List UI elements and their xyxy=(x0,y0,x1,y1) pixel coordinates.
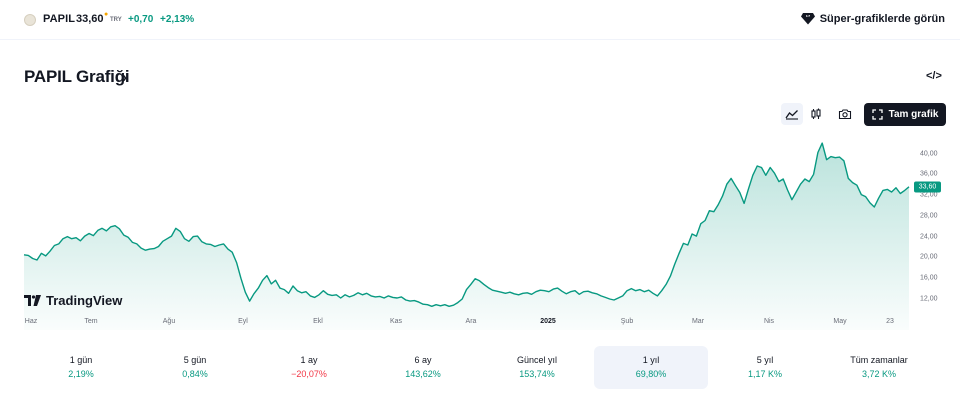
super-charts-link[interactable]: ¹⁷ Süper-grafiklerde görün xyxy=(800,12,945,25)
tradingview-icon xyxy=(24,295,41,306)
ticker-symbol[interactable]: PAPIL xyxy=(43,13,76,25)
ticker-change: +0,70 xyxy=(128,14,154,25)
ticker-bar: PAPIL 33,60 ● TRY +0,70 +2,13% ¹⁷ Süper-… xyxy=(0,0,960,40)
x-tick-label: Kas xyxy=(389,318,403,325)
period-change: 1,17 K% xyxy=(747,369,783,379)
full-chart-label: Tam grafik xyxy=(888,109,939,120)
candles-icon xyxy=(811,108,821,119)
period-label: 1 ay xyxy=(300,355,318,365)
y-tick-label: 24,00 xyxy=(920,233,938,241)
super-charts-label: Süper-grafiklerde görün xyxy=(819,12,945,25)
area-chart-icon xyxy=(785,110,798,120)
period-tab[interactable]: 1 ay −20,07% xyxy=(252,346,366,389)
x-tick-label: Tem xyxy=(84,318,98,325)
period-tab[interactable]: Güncel yıl 153,74% xyxy=(480,346,594,389)
period-label: 5 yıl xyxy=(756,355,774,365)
period-tab[interactable]: 1 gün 2,19% xyxy=(24,346,138,389)
y-tick-label: 40,00 xyxy=(920,150,938,157)
full-chart-button[interactable]: Tam grafik xyxy=(864,103,946,126)
fullscreen-icon xyxy=(871,109,883,120)
ticker-price: 33,60 xyxy=(76,13,104,25)
y-tick-label: 28,00 xyxy=(920,212,938,220)
y-tick-label: 32,00 xyxy=(920,191,938,199)
x-tick-label: 2025 xyxy=(540,318,556,325)
currency-dot-icon: ● xyxy=(104,11,109,18)
x-tick-label: Ekl xyxy=(313,318,323,325)
y-tick-label: 36,00 xyxy=(920,170,938,178)
price-area-fill xyxy=(24,143,909,330)
page-title[interactable]: PAPIL Grafiği xyxy=(24,67,130,86)
price-chart[interactable] xyxy=(0,130,960,330)
period-label: Tüm zamanlar xyxy=(850,355,908,365)
period-tab[interactable]: 5 yıl 1,17 K% xyxy=(708,346,822,389)
symbol-logo xyxy=(24,14,36,26)
snapshot-button[interactable] xyxy=(834,103,856,125)
ticker-currency: TRY xyxy=(110,17,122,23)
camera-icon xyxy=(838,109,852,120)
x-tick-label: May xyxy=(833,318,847,325)
y-tick-label: 12,00 xyxy=(920,295,938,303)
period-change: 3,72 K% xyxy=(861,369,897,379)
x-tick-label: Mar xyxy=(691,318,705,325)
ticker-change-percent: +2,13% xyxy=(160,14,195,25)
period-label: 6 ay xyxy=(414,355,432,365)
period-selector: 1 gün 2,19% 5 gün 0,84% 1 ay −20,07% 6 ay 143,6… xyxy=(24,346,936,389)
title-chevron-icon[interactable]: › xyxy=(122,69,127,86)
tradingview-wordmark: TradingView xyxy=(46,293,123,308)
period-change: 0,84% xyxy=(182,369,208,379)
svg-text:¹⁷: ¹⁷ xyxy=(806,15,810,21)
period-tab[interactable]: 5 gün 0,84% xyxy=(138,346,252,389)
period-change: 153,74% xyxy=(519,369,555,379)
candles-chart-button[interactable] xyxy=(805,103,827,125)
y-tick-label: 16,00 xyxy=(920,274,938,282)
period-change: 143,62% xyxy=(405,369,441,379)
period-tab[interactable]: 6 ay 143,62% xyxy=(366,346,480,389)
x-tick-label: Ağu xyxy=(162,318,176,325)
period-label: 1 gün xyxy=(69,355,93,365)
price-line xyxy=(23,142,910,307)
price-area xyxy=(23,142,910,330)
area-chart-button[interactable] xyxy=(781,103,803,125)
period-label: 5 gün xyxy=(183,355,207,365)
tradingview-logo[interactable]: TradingView xyxy=(24,293,122,308)
x-tick-label: Şub xyxy=(620,318,634,325)
x-tick-label: Ara xyxy=(465,318,477,325)
period-tab[interactable]: 1 yıl 69,80% xyxy=(594,346,708,389)
x-tick-label: 23 xyxy=(886,318,894,325)
x-tick-label: Eyl xyxy=(238,318,248,325)
period-label: Güncel yıl xyxy=(516,355,558,365)
last-price-tag: 33,60 xyxy=(914,181,941,193)
period-tab[interactable]: Tüm zamanlar 3,72 K% xyxy=(822,346,936,389)
period-label: 1 yıl xyxy=(642,355,660,365)
y-tick-label: 20,00 xyxy=(920,253,938,261)
period-change: 69,80% xyxy=(635,369,667,379)
period-change: −20,07% xyxy=(291,369,327,379)
super-charts-icon: ¹⁷ xyxy=(800,13,815,25)
x-tick-label: Haz xyxy=(24,318,38,325)
embed-code-button[interactable]: </> xyxy=(926,70,942,82)
x-tick-label: Nis xyxy=(763,318,775,325)
period-change: 2,19% xyxy=(68,369,94,379)
